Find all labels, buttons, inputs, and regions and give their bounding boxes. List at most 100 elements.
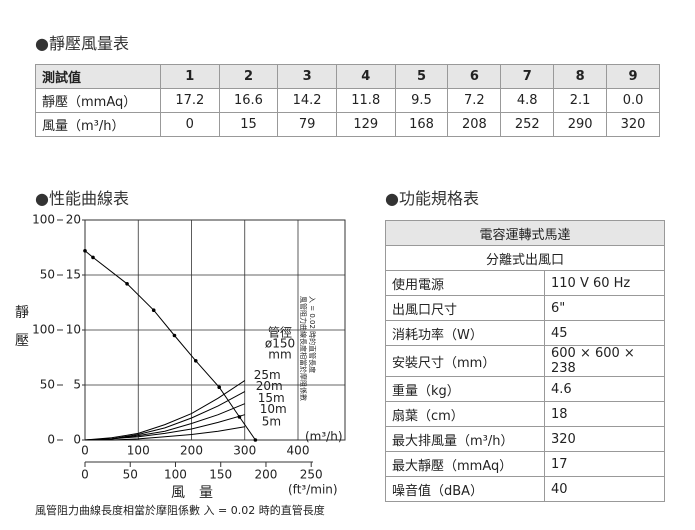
- point: [217, 385, 221, 390]
- table-cell: 168: [394, 112, 449, 137]
- x-tick-label: 0: [81, 444, 89, 458]
- table-cell: 15: [218, 112, 279, 137]
- point: [91, 255, 95, 260]
- spec-key: 最大靜壓（mmAq）: [385, 451, 545, 477]
- table-header-row: 電容運轉式馬達: [385, 220, 665, 246]
- y-tick-label: 15: [66, 268, 81, 282]
- y-outer-tick-label: 0: [47, 433, 55, 447]
- x-tick-label: 100: [127, 444, 150, 458]
- table-cell: 79: [277, 112, 337, 137]
- spec-value: 6": [544, 295, 665, 321]
- table-cell: 6: [447, 64, 502, 89]
- spec-value: 45: [544, 320, 665, 346]
- point: [193, 359, 198, 363]
- table-row: 安裝尺寸（mm） 600 × 600 × 238: [385, 345, 665, 377]
- spec-key: 出風口尺寸: [385, 295, 545, 321]
- table-cell: 252: [500, 112, 555, 137]
- spec-key: 安裝尺寸（mm）: [385, 345, 545, 377]
- point: [151, 308, 156, 313]
- spec-value: 4.6: [544, 376, 665, 402]
- table-row: 測試值 1 2 3 4 5 6 7 8 9: [35, 64, 660, 89]
- spec-table: 電容運轉式馬達 分離式出風口 使用電源 110 V 60 Hz 出風口尺寸 6" 消耗功率（…: [385, 220, 665, 502]
- curve: [85, 426, 245, 441]
- table-cell: 9.5: [394, 88, 449, 113]
- y-outer-tick-label: 100: [32, 323, 55, 337]
- table-row: 靜壓（mmAq） 17.2 16.6 14.2 11.8 9.5 7.2 4.8 2.1 0.0: [35, 88, 660, 113]
- spec-key: 使用電源: [385, 270, 545, 296]
- point: [172, 333, 177, 338]
- airflow-table: 測試值 1 2 3 4 5 6 7 8 9 靜壓（mmAq） 17.2 16.6 14.2 11.8 9.5 7…: [35, 64, 660, 137]
- table-cell: 208: [447, 112, 502, 137]
- table-row: 重量（kg） 4.6: [385, 376, 665, 402]
- table-row: 風量（m³/h） 0 15 79 129 168 208 252 290 320: [35, 112, 660, 137]
- series-label: 20m: [256, 379, 283, 393]
- x2-unit: (ft³/min): [288, 483, 338, 497]
- curve: [84, 414, 245, 441]
- x2-tick-label: 100: [164, 468, 187, 482]
- table-cell: 4: [335, 64, 396, 89]
- table-cell: 320: [606, 112, 660, 137]
- table-cell: 2.1: [553, 88, 608, 113]
- table-cell: 0: [160, 112, 220, 137]
- x2-tick-label: 200: [255, 468, 278, 482]
- table-cell: 9: [606, 64, 660, 89]
- y-tick-label: 20: [66, 213, 81, 227]
- table-cell: 129: [335, 112, 396, 137]
- y-outer-tick-label: 100: [32, 213, 55, 227]
- table-row: 使用電源 110 V 60 Hz: [385, 270, 665, 296]
- spec-key: 重量（kg）: [385, 376, 545, 402]
- y-tick-label: 5: [73, 378, 81, 392]
- spec-value: 110 V 60 Hz: [544, 270, 665, 296]
- spec-value: 40: [544, 476, 665, 502]
- table-row: 最大靜壓（mmAq） 17: [385, 451, 665, 477]
- x2-tick-label: 150: [209, 468, 232, 482]
- table-row: 消耗功率（W） 45: [385, 320, 665, 346]
- table-header-cell: 分離式出風口: [385, 245, 665, 271]
- series-label: 10m: [260, 402, 287, 416]
- table-header-cell: 電容運轉式馬達: [385, 220, 665, 246]
- x-tick-label: 200: [180, 444, 203, 458]
- x-unit: (m³/h): [305, 430, 343, 444]
- series-label: 5m: [262, 414, 281, 428]
- x2-tick-label: 50: [123, 468, 138, 482]
- table-cell: 1: [160, 64, 220, 89]
- table-cell: 0.0: [606, 88, 660, 113]
- y-axis-label: 壓: [15, 333, 29, 349]
- x-tick-label: 300: [233, 444, 256, 458]
- y-tick-label: 0: [73, 433, 81, 447]
- curve: [84, 391, 245, 441]
- table-row: 扇葉（cm） 18: [385, 401, 665, 427]
- spec-key: 扇葉（cm）: [385, 401, 545, 427]
- x-axis-label: 風 量: [171, 485, 213, 501]
- table-cell: 7.2: [447, 88, 502, 113]
- annotation: ø150: [265, 337, 295, 351]
- y-outer-tick-label: 50: [40, 378, 55, 392]
- table-cell: 3: [277, 64, 337, 89]
- y-tick-label: 10: [66, 323, 81, 337]
- spec-value: 18: [544, 401, 665, 427]
- caption: 風管阻力曲線長度相當於摩阻係數 入 = 0.02 時的直管長度: [35, 503, 325, 517]
- y-axis-label: 靜: [15, 305, 29, 321]
- table-cell: 7: [500, 64, 555, 89]
- table-cell: 290: [553, 112, 608, 137]
- spec-key: 消耗功率（W）: [385, 320, 545, 346]
- table-header-row: 分離式出風口: [385, 245, 665, 271]
- spec-key: 噪音值（dBA）: [385, 476, 545, 502]
- x-tick-label: 400: [287, 444, 310, 458]
- point: [125, 282, 129, 286]
- series-label: 15m: [258, 391, 285, 405]
- section-title: ●性能曲線表: [35, 189, 129, 208]
- table-cell: 8: [553, 64, 608, 89]
- table-cell: 靜壓（mmAq）: [35, 88, 161, 113]
- point: [83, 249, 87, 253]
- annotation: 管徑: [268, 325, 292, 340]
- spec-key: 最大排風量（m³/h）: [385, 426, 545, 452]
- x2-tick-label: 0: [81, 468, 89, 482]
- table-cell: 5: [394, 64, 449, 89]
- table-row: 出風口尺寸 6": [385, 295, 665, 321]
- section-title: ●靜壓風量表: [35, 34, 129, 53]
- spec-value: 600 × 600 × 238: [544, 345, 665, 377]
- point: [253, 438, 258, 442]
